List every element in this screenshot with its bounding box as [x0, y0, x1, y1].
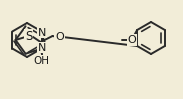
Text: O: O: [55, 32, 64, 42]
Text: O: O: [128, 35, 137, 45]
Text: N: N: [38, 42, 46, 52]
Text: OH: OH: [34, 56, 50, 66]
Text: S: S: [25, 30, 32, 42]
Text: N: N: [38, 28, 46, 38]
